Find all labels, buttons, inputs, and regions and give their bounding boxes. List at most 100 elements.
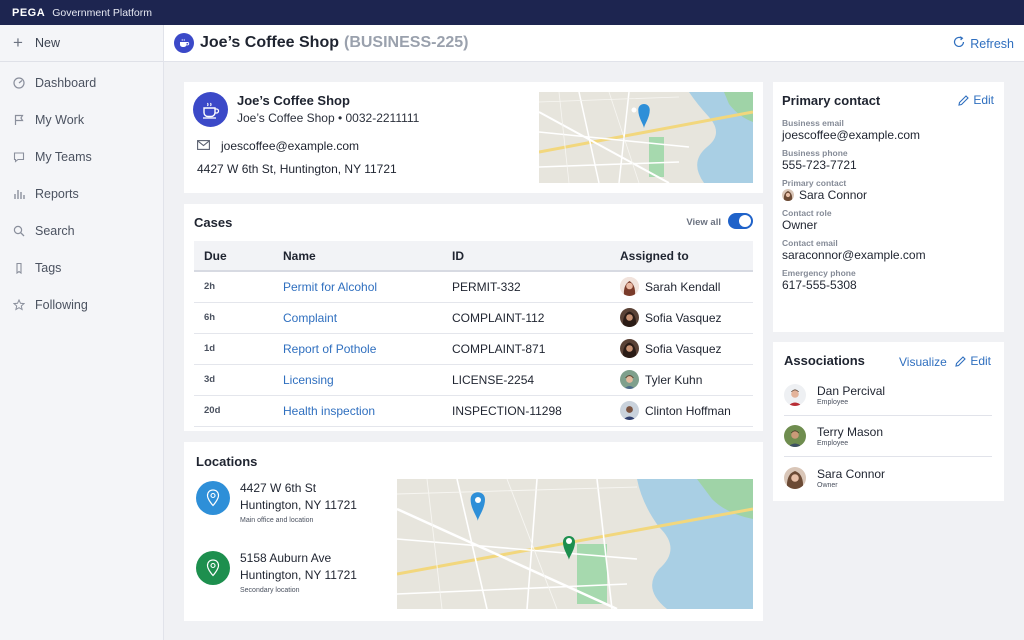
association-item[interactable]: Sara Connor Owner	[784, 457, 992, 498]
primary-contact-title: Primary contact	[782, 93, 881, 108]
field-value[interactable]: 555-723-7721	[782, 158, 857, 172]
locations-title: Locations	[196, 454, 258, 469]
association-role: Employee	[817, 399, 849, 406]
avatar	[784, 425, 806, 447]
field-label: Primary contact	[782, 178, 847, 188]
business-summary-card: Joe’s Coffee Shop Joe’s Coffee Shop • 00…	[184, 82, 763, 193]
sidebar-item-my-work[interactable]: My Work	[0, 101, 163, 138]
sidebar-item-label: My Work	[35, 112, 85, 127]
edit-associations-button[interactable]: Edit	[954, 354, 991, 368]
mail-icon	[197, 139, 221, 153]
location-item[interactable]: 4427 W 6th St Huntington, NY 11721 Main …	[196, 480, 357, 524]
pencil-icon	[954, 355, 967, 368]
top-bar: PEGA Government Platform	[0, 0, 1024, 25]
location-note: Main office and location	[240, 517, 314, 524]
sidebar-item-label: Reports	[35, 186, 79, 201]
sidebar-item-following[interactable]: Following	[0, 286, 163, 323]
case-name-link[interactable]: Permit for Alcohol	[283, 279, 378, 294]
email-text: joescoffee@example.com	[221, 139, 360, 153]
flag-icon	[13, 114, 35, 126]
case-name-link[interactable]: Report of Pothole	[283, 341, 377, 356]
visualize-button[interactable]: Visualize	[899, 355, 947, 369]
due-cell: 1d	[194, 333, 283, 365]
association-role: Owner	[817, 481, 838, 489]
avatar	[620, 308, 639, 327]
chat-icon	[13, 151, 35, 163]
cases-title: Cases	[194, 215, 233, 230]
locations-card: Locations 4427 W 6th St Huntington, NY 1…	[184, 442, 763, 621]
sidebar-item-dashboard[interactable]: Dashboard	[0, 64, 163, 101]
association-name: Sara Connor	[817, 466, 886, 481]
sidebar-item-search[interactable]: Search	[0, 212, 163, 249]
sidebar-item-my-teams[interactable]: My Teams	[0, 138, 163, 175]
case-id-cell: INSPECTION-11298	[452, 395, 620, 427]
edit-contact-button[interactable]: Edit	[957, 93, 994, 107]
associations-card: Associations Visualize Edit Dan Percival…	[773, 342, 1004, 501]
case-header: Joe’s Coffee Shop (BUSINESS-225) Refresh	[164, 25, 1024, 62]
table-row[interactable]: 20d Health inspection INSPECTION-11298 C…	[194, 395, 753, 427]
field-value[interactable]: saraconnor@example.com	[782, 248, 926, 262]
due-cell: 3d	[194, 364, 283, 396]
view-all-label: View all	[686, 217, 721, 228]
case-name-link[interactable]: Licensing	[283, 372, 334, 387]
sidebar-item-tags[interactable]: Tags	[0, 249, 163, 286]
table-header-row: Due Name ID Assigned to	[194, 241, 753, 272]
refresh-button[interactable]: Refresh	[952, 35, 1014, 52]
field-label: Emergency phone	[782, 268, 856, 278]
table-row[interactable]: 3d Licensing LICENSE-2254 Tyler Kuhn	[194, 364, 753, 396]
new-button[interactable]: + New	[0, 25, 163, 62]
association-name: Dan Percival	[817, 384, 886, 398]
page-title: Joe’s Coffee Shop	[200, 34, 339, 51]
field-value[interactable]: 617-555-5308	[782, 278, 857, 292]
table-row[interactable]: 6h Complaint COMPLAINT-112 Sofia Vasquez	[194, 302, 753, 334]
case-name-link[interactable]: Complaint	[283, 310, 338, 325]
cases-table: Due Name ID Assigned to 2h Permit for Al…	[194, 241, 753, 427]
primary-contact-value[interactable]: Sara Connor	[782, 188, 926, 202]
case-name-link[interactable]: Health inspection	[283, 403, 376, 418]
locations-map[interactable]	[397, 479, 753, 609]
location-line1: 5158 Auburn Ave	[240, 551, 332, 565]
sidebar-item-label: Following	[35, 297, 88, 312]
coffee-cup-icon	[174, 33, 194, 53]
column-header-name[interactable]: Name	[283, 241, 452, 272]
sidebar-item-label: Tags	[35, 260, 62, 275]
association-name: Terry Mason	[817, 425, 884, 439]
avatar	[784, 384, 806, 406]
search-icon	[13, 225, 35, 237]
case-id-cell: LICENSE-2254	[452, 364, 620, 396]
table-row[interactable]: 2h Permit for Alcohol PERMIT-332 Sarah K…	[194, 271, 753, 303]
association-item[interactable]: Terry Mason Employee	[784, 416, 992, 457]
field-value: Owner	[782, 218, 818, 232]
dashboard-icon	[13, 76, 35, 89]
business-avatar	[193, 92, 228, 127]
due-cell: 2h	[194, 271, 283, 303]
case-id-cell: COMPLAINT-112	[452, 302, 620, 334]
field-value[interactable]: joescoffee@example.com	[782, 128, 921, 142]
business-email[interactable]: joescoffee@example.com	[197, 139, 359, 153]
view-all-toggle[interactable]	[728, 213, 753, 229]
column-header-id[interactable]: ID	[452, 241, 620, 272]
sidebar-item-label: My Teams	[35, 149, 92, 164]
business-map[interactable]	[539, 92, 753, 183]
location-item[interactable]: 5158 Auburn Ave Huntington, NY 11721 Sec…	[196, 550, 357, 594]
association-item[interactable]: Dan Percival Employee	[784, 375, 992, 416]
cases-card: Cases View all Due Name ID Assigned to 2…	[184, 204, 763, 431]
due-cell: 20d	[194, 395, 283, 427]
column-header-assigned[interactable]: Assigned to	[620, 241, 753, 272]
case-id-cell: PERMIT-332	[452, 271, 620, 303]
pencil-icon	[957, 94, 970, 107]
associations-title: Associations	[784, 353, 865, 368]
field-label: Contact role	[782, 208, 832, 218]
sidebar-item-reports[interactable]: Reports	[0, 175, 163, 212]
field-label: Business email	[782, 118, 844, 128]
product-name: Government Platform	[52, 6, 152, 19]
tag-icon	[13, 262, 35, 274]
case-id-cell: COMPLAINT-871	[452, 333, 620, 365]
sidebar-item-label: Search	[35, 223, 75, 238]
table-row[interactable]: 1d Report of Pothole COMPLAINT-871 Sofia…	[194, 333, 753, 365]
location-line1: 4427 W 6th St	[240, 481, 317, 495]
primary-contact-card: Primary contact Edit Business email joes…	[773, 82, 1004, 332]
column-header-due[interactable]: Due	[194, 241, 283, 272]
brand-logo[interactable]: PEGA	[12, 6, 46, 19]
plus-icon: +	[13, 33, 23, 52]
